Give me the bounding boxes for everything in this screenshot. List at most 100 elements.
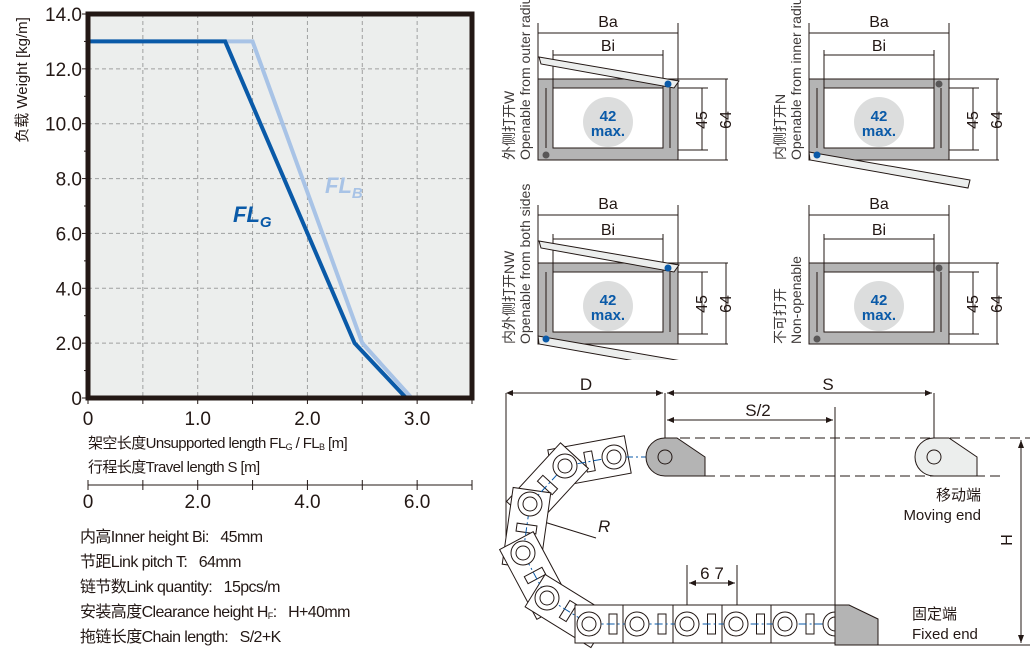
outer-height-label: 64 [718,111,735,129]
x-tick-label: 3.0 [404,409,430,430]
max-text: max. [591,123,625,140]
section-label-en: Non-openable [788,256,804,344]
bi-label: Bi [601,222,615,239]
hinge-bottom-left [542,335,550,343]
x-axis-label: 架空长度Unsupported length FLG / FLB [m] [88,435,348,452]
spec-link-pitch: 节距Link pitch T: 64mm [80,554,241,571]
max-number: 42 [871,292,888,309]
ba-label: Ba [869,196,889,213]
moving-end-cn: 移动端 [936,487,981,504]
ba-label: Ba [598,196,618,213]
link-pin [629,616,645,632]
link-pin [515,545,531,561]
max-text: max. [591,307,625,324]
lid-top [538,56,680,89]
x-tick-label: 2.0 [294,409,320,430]
bi-label: Bi [601,38,615,55]
travel-tick-label: 4.0 [294,492,320,513]
lid-bottom [808,151,971,189]
section-label-cn: 内外侧打开NW [501,250,517,344]
s-half-label: S/2 [745,401,771,420]
weight-chart: 0 2.0 4.0 6.0 8.0 10.0 12.0 14.0 0 1.0 2.0 3.0 负载 We… [14,5,475,513]
moving-end-bracket [914,437,978,477]
max-number: 42 [871,108,888,125]
fixed-end-en: Fixed end [912,626,978,643]
spec-link-quantity: 链节数Link quantity: 15pcs/m [80,579,281,596]
inner-height-label: 45 [965,111,982,129]
outer-height-label: 64 [989,111,1006,129]
series-label-FLG: FLG [233,202,272,231]
y-tick-label: 10.0 [45,115,82,136]
moving-end-en: Moving end [903,507,981,524]
bi-label: Bi [872,222,886,239]
y-tick-label: 0 [71,389,82,410]
outer-height-label: 64 [989,295,1006,313]
fixed-end-cn: 固定端 [912,606,957,623]
spec-inner-height: 内高Inner height Bi: 45mm [80,529,263,546]
inner-height-label: 45 [694,111,711,129]
hinge-top-right [935,264,943,272]
travel-tick-label: 6.0 [404,492,430,513]
link-pin [606,449,622,465]
link-pin [522,496,538,512]
section-label-cn: 内侧打开N [772,94,788,160]
hinge-bottom-left [542,151,550,159]
link-pin [581,616,597,632]
y-tick-label: 12.0 [45,60,82,81]
section-label-cn: 外侧打开W [501,90,517,160]
inner-height-label: 45 [965,295,982,313]
outer-height-label: 64 [718,295,735,313]
section-label-en: Openable from outer radius [517,0,533,160]
hinge-top-right [664,80,672,88]
max-circle [854,97,904,147]
link-pin [679,616,695,632]
hinge-bottom-left [813,151,821,159]
hinge-top-right [935,80,943,88]
lid-top [538,240,680,273]
chain-links [498,435,850,649]
ba-label: Ba [869,14,889,31]
travel-axis-label: 行程长度Travel length S [m] [88,459,260,476]
travel-tick-label: 0 [83,492,94,513]
d-label: D [580,375,592,394]
radius-label: R [598,517,610,536]
section-label-en: Openable from inner radius [788,0,804,160]
max-circle [583,281,633,331]
bracket-pin [657,449,673,465]
max-circle [854,281,904,331]
h-label: H [999,534,1016,546]
spec-chain-length: 拖链长度Chain length: S/2+K [80,629,281,646]
link-pin [557,458,573,474]
max-circle [583,97,633,147]
hinge-bottom-left [813,335,821,343]
max-number: 42 [600,108,617,125]
x-tick-label: 1.0 [185,409,211,430]
max-number: 42 [600,292,617,309]
y-tick-label: 8.0 [56,170,82,191]
travel-tick-label: 2.0 [185,492,211,513]
hinge-top-right [664,264,672,272]
moving-end-bracket-start [645,437,706,477]
moving-bracket-pin [926,449,942,465]
plot-border [85,11,475,401]
pitch-label: 6 7 [700,564,724,583]
s-label: S [822,375,833,394]
fixed-end-bracket [834,604,879,646]
y-tick-label: 4.0 [56,279,82,300]
spec-clearance-height: 安装高度Clearance height HF: H+40mm [80,604,350,621]
inner-height-label: 45 [694,295,711,313]
y-axis-label: 负载 Weight [kg/m] [14,17,31,143]
bi-label: Bi [872,38,886,55]
section-label-cn: 不可打开 [772,288,788,344]
max-text: max. [862,307,896,324]
max-text: max. [862,123,896,140]
series-line-FLG [88,39,408,400]
lid-bottom [537,335,679,360]
y-tick-label: 6.0 [56,224,82,245]
